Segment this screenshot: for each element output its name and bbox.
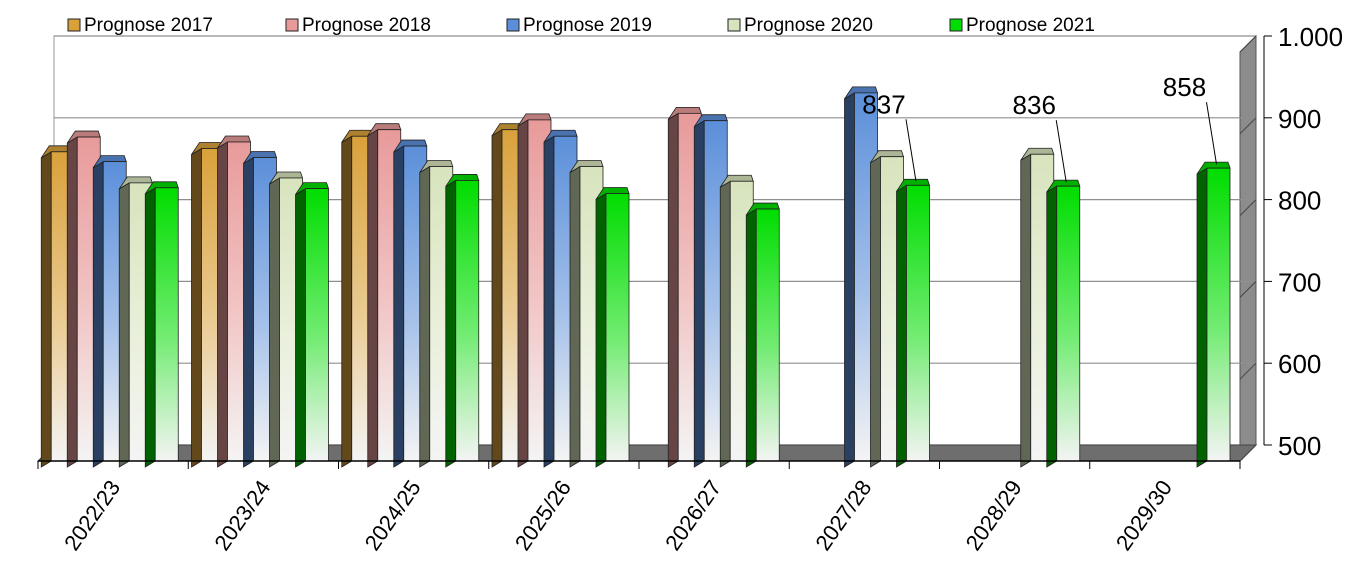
legend-label: Prognose 2021 [966,15,1095,36]
legend-item[interactable]: Prognose 2018 [285,15,431,36]
legend-swatch [949,18,963,32]
y-tick-label: 900 [1278,104,1321,134]
data-label-leader [1055,120,1067,183]
category-group-2022-23 [40,130,179,468]
bar-side-face [491,129,503,468]
x-tick-label: 2029/30 [1111,476,1177,555]
bar[interactable] [295,182,330,468]
bar-side-face [667,112,679,468]
bar-side-face [543,135,555,468]
bar-front-face [1056,185,1081,462]
bar-side-face [144,187,156,468]
bar-side-face [445,179,457,468]
bar-side-face [419,165,431,468]
gridline-side [1239,362,1257,380]
bar-side-face [66,136,78,468]
bar-side-face [844,92,855,468]
bar-front-face [305,188,329,462]
bar[interactable] [745,202,780,468]
x-tick-label: 2028/29 [961,476,1027,555]
bar-front-face [755,208,780,462]
gridline-side [1239,117,1257,135]
data-label-leader [1206,102,1217,165]
bar-side-face [693,120,705,468]
legend-label: Prognose 2020 [744,15,873,36]
legend-item[interactable]: Prognose 2020 [727,15,873,36]
bar-side-face [517,119,529,468]
bar-side-face [1196,167,1208,468]
bar-side-face [870,155,881,468]
bar-side-face [1020,153,1032,468]
data-label: 836 [1013,90,1056,120]
y-tick-label: 600 [1278,349,1321,379]
gridline-side [1239,281,1257,298]
bar-front-face [154,187,179,462]
bar-side-face [393,145,405,468]
category-group-2023-24 [191,135,330,468]
bar-side-face [595,192,607,468]
y-tick-label: 800 [1278,186,1321,216]
gridline-side [1239,35,1257,53]
x-tick-label: 2026/27 [660,476,726,555]
data-label-leader [905,119,917,182]
bar-front-face [455,180,480,462]
legend-item[interactable]: Prognose 2019 [506,15,652,36]
bar-front-face [906,184,930,462]
bar-side-face [217,141,228,468]
legend-swatch [285,18,299,32]
category-group-2028-29 [1020,147,1081,468]
x-tick-label: 2022/23 [59,476,125,555]
category-group-2029-30 [1196,161,1231,468]
bar-side-face [367,129,379,468]
bar[interactable] [1046,179,1081,468]
bar[interactable] [1196,161,1231,468]
bar-front-face [1206,167,1231,462]
bar-side-face [118,182,130,468]
bar[interactable] [144,181,179,468]
bar-side-face [569,165,581,468]
legend-label: Prognose 2019 [523,15,652,36]
y-tick-label: 500 [1278,431,1321,461]
bar-side-face [40,151,52,468]
legend-item[interactable]: Prognose 2021 [949,15,1095,36]
plot-side-wall [1239,34,1257,463]
bar-side-face [1046,185,1058,468]
bar[interactable] [445,174,480,468]
bar-side-face [243,156,254,468]
y-tick-label: 700 [1278,267,1321,297]
bar-side-face [745,208,757,468]
bar-front-face [605,193,630,462]
data-label: 837 [862,89,905,119]
data-label: 858 [1163,72,1206,102]
bar-side-face [896,184,907,468]
legend-swatch [727,18,741,32]
legend-label: Prognose 2017 [84,15,213,36]
x-tick-label: 2027/28 [810,476,876,555]
category-group-2027-28 [844,86,931,468]
bar-side-face [719,180,731,468]
bar-side-face [295,187,306,468]
x-tick-label: 2024/25 [360,476,426,555]
x-tick-label: 2025/26 [510,476,576,555]
bar-side-face [341,135,353,468]
bar-side-face [191,147,202,468]
legend-item[interactable]: Prognose 2017 [67,15,213,36]
bar-side-face [269,177,280,468]
bar[interactable] [896,178,931,468]
legend-swatch [506,18,520,32]
y-tick-label: 1.000 [1278,22,1343,52]
category-group-2026-27 [667,106,780,468]
legend-swatch [67,18,81,32]
bar[interactable] [595,187,630,468]
gridline-side [1239,199,1257,216]
x-tick-label: 2023/24 [209,476,275,555]
bar-side-face [92,160,104,468]
legend-label: Prognose 2018 [302,15,431,36]
category-group-2024-25 [341,123,480,468]
